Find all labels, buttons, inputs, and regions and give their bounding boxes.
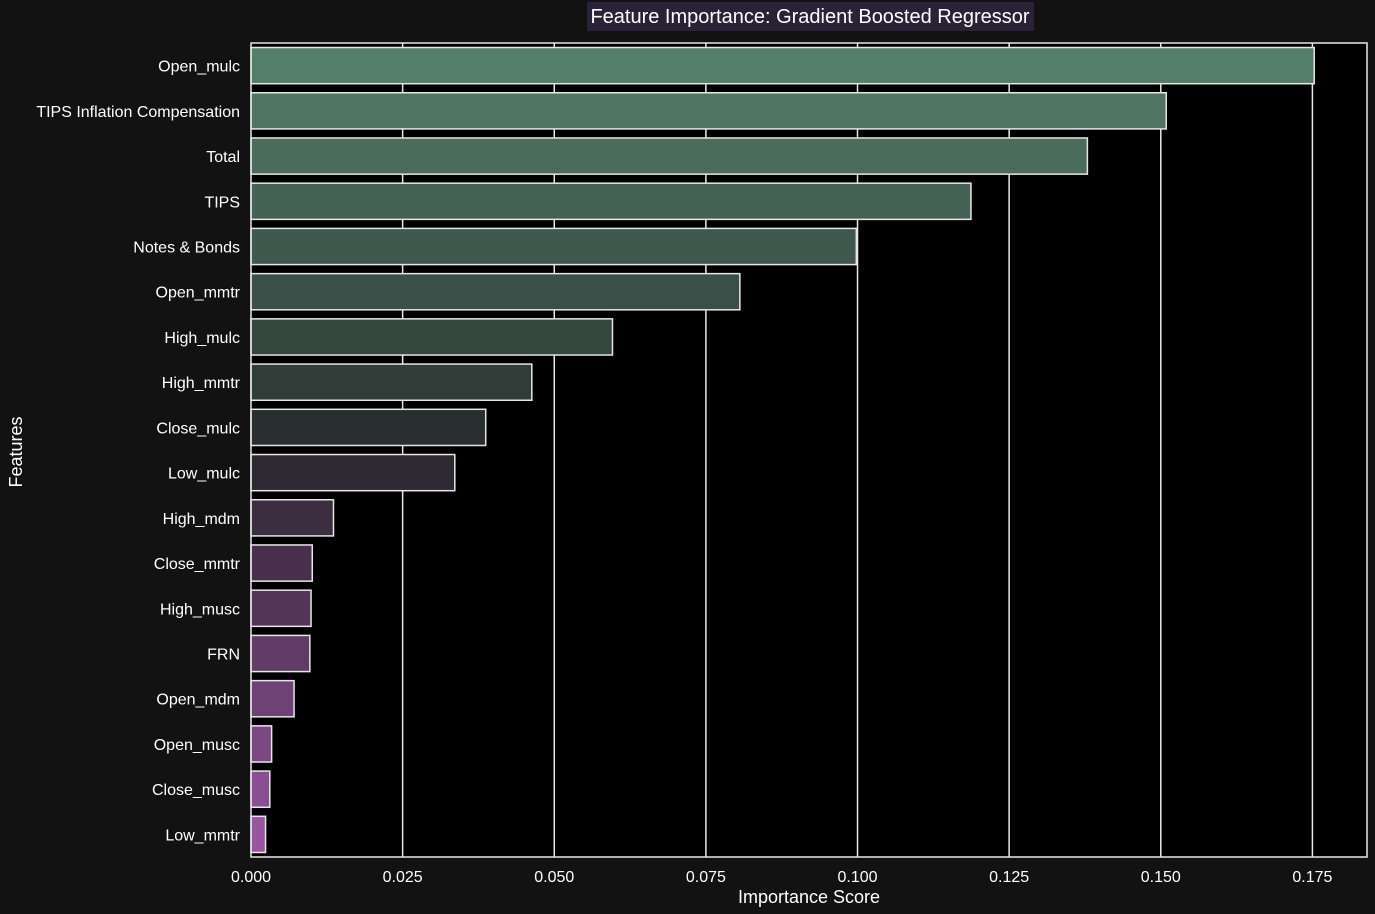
bar xyxy=(250,815,267,854)
category-label: Open_musc xyxy=(154,737,240,754)
bar xyxy=(250,453,456,492)
bar xyxy=(250,498,335,537)
bar xyxy=(250,634,311,673)
category-label: TIPS xyxy=(204,194,240,211)
category-label: High_mdm xyxy=(163,511,240,528)
x-tick-labels: 0.000 0.025 0.050 0.075 0.100 0.125 0.150 0.175 xyxy=(231,869,1333,886)
category-label: Open_mmtr xyxy=(156,285,241,302)
x-tick-label: 0.100 xyxy=(837,869,877,886)
x-tick-label: 0.050 xyxy=(534,869,574,886)
bar xyxy=(250,46,1315,85)
x-tick-label: 0.075 xyxy=(686,869,726,886)
category-label: High_mulc xyxy=(164,330,240,347)
x-tick-label: 0.000 xyxy=(231,869,271,886)
plot-frame xyxy=(250,42,1368,858)
bar xyxy=(250,137,1089,175)
bar xyxy=(250,182,972,221)
bar xyxy=(250,679,295,718)
plot-area xyxy=(251,43,1367,857)
x-tick-label: 0.125 xyxy=(989,869,1029,886)
chart-title: Feature Importance: Gradient Boosted Reg… xyxy=(590,6,1029,28)
y-axis-label: Features xyxy=(6,416,26,487)
bars xyxy=(250,46,1315,854)
category-label: Close_musc xyxy=(152,782,240,799)
category-label: TIPS Inflation Compensation xyxy=(36,104,240,121)
bar xyxy=(250,544,314,582)
category-label: Open_mdm xyxy=(156,692,240,709)
bar xyxy=(250,363,533,402)
bar xyxy=(250,770,271,809)
bar xyxy=(250,589,312,628)
category-label: Total xyxy=(206,149,240,166)
chart-title-background xyxy=(587,2,1034,31)
bar xyxy=(250,318,614,356)
x-tick-label: 0.150 xyxy=(1141,869,1181,886)
category-label: Open_mulc xyxy=(158,59,240,76)
category-label: Low_mmtr xyxy=(165,827,240,844)
x-tick-label: 0.025 xyxy=(383,869,423,886)
category-label: High_musc xyxy=(160,601,240,618)
category-label: High_mmtr xyxy=(162,375,241,392)
category-label: Close_mulc xyxy=(156,420,240,437)
bar xyxy=(250,91,1167,130)
chart-title-group: Feature Importance: Gradient Boosted Reg… xyxy=(587,2,1034,31)
bar xyxy=(250,725,273,763)
gridlines xyxy=(401,43,1314,857)
x-tick-label: 0.175 xyxy=(1292,869,1332,886)
bar xyxy=(250,408,487,447)
category-label: Notes & Bonds xyxy=(133,240,240,257)
category-label: Low_mulc xyxy=(168,466,240,483)
x-axis-label: Importance Score xyxy=(738,887,880,907)
bar xyxy=(250,272,741,311)
category-labels: Open_mulc TIPS Inflation Compensation Tota… xyxy=(36,59,240,845)
bar xyxy=(250,227,858,266)
category-label: Close_mmtr xyxy=(154,556,241,573)
category-label: FRN xyxy=(207,647,240,664)
